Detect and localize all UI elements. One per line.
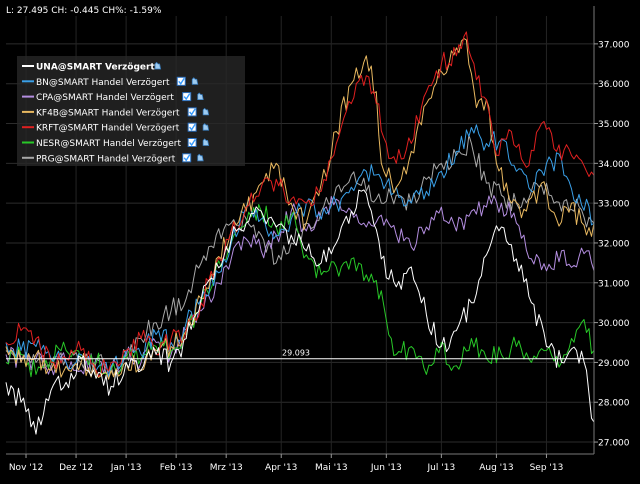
checkmark [178,77,185,86]
x-tick-label: Jul '13 [427,463,456,473]
x-axis: Nov '12 Dez '12 Jan '13 Feb '13 Mrz '13 Apr '… [6,453,594,473]
drag-hand-icon[interactable] [191,77,199,85]
checkmark [189,139,196,147]
legend-label: UNA@SMART Verzögert [36,63,155,73]
checkbox-icon[interactable] [187,107,197,117]
legend-item[interactable]: PRG@SMART Handel Verzögert [22,153,204,165]
y-tick-label: 29.000 [598,359,630,369]
legend: UNA@SMART Verzögert BN@SMART Handel Verzö… [17,56,245,166]
series-line-2 [5,195,595,378]
x-tick-label: Nov '12 [9,463,43,473]
legend-item[interactable]: CPA@SMART Handel Verzögert [22,92,204,104]
series-lines [5,31,595,435]
checkbox-icon[interactable] [182,153,192,163]
y-tick-label: 34.000 [598,160,630,170]
drag-hand-icon[interactable] [154,61,162,70]
legend-item[interactable]: KRFT@SMART Handel Verzögert [22,122,210,134]
drag-hand-shape [197,153,204,162]
y-tick-label: 27.000 [598,439,630,449]
series-line-1 [5,124,595,378]
legend-label: BN@SMART Handel Verzögert [36,78,170,88]
x-tick-label: Sep '13 [530,463,564,473]
drag-hand-shape [154,61,162,70]
checkbox-icon[interactable] [187,138,197,147]
header-info-text: L: 27.495 CH: -0.445 CH%: -1.59% [6,6,162,16]
checkbox-box [187,138,197,147]
checkbox-box [182,153,192,163]
legend-item[interactable]: UNA@SMART Verzögert [22,61,162,73]
legend-item[interactable]: NESR@SMART Handel Verzögert [22,138,210,150]
checkbox-icon[interactable] [187,122,197,132]
x-tick-label: Jun '13 [370,463,402,473]
legend-label: CPA@SMART Handel Verzögert [36,93,174,103]
drag-hand-shape [191,77,199,85]
legend-label: KF4B@SMART Handel Verzögert [36,108,180,118]
checkmark [183,154,191,162]
y-tick-label: 30.000 [598,319,630,329]
x-tick-label: Jan '13 [110,463,142,473]
y-tick-label: 36.000 [598,80,630,90]
x-tick-label: Mai '13 [315,463,348,473]
checkmark [189,123,196,131]
legend-item[interactable]: BN@SMART Handel Verzögert [22,76,199,88]
legend-label: KRFT@SMART Handel Verzögert [36,124,180,134]
y-tick-label: 33.000 [598,200,630,210]
y-axis: 27.000 28.000 29.000 30.000 31.000 32.000 33.0… [593,6,630,454]
y-tick-label: 35.000 [598,120,630,130]
y-tick-label: 28.000 [598,399,630,409]
series-line-0 [5,189,595,435]
legend-label: PRG@SMART Handel Verzögert [36,154,176,164]
checkbox-icon[interactable] [182,92,192,102]
drag-hand-icon[interactable] [197,153,204,162]
legend-label: NESR@SMART Handel Verzögert [36,139,181,149]
drag-hand-icon[interactable] [202,123,210,131]
y-tick-label: 31.000 [598,279,630,289]
checkmark [183,93,191,101]
checkbox-icon[interactable] [176,76,186,86]
drag-hand-icon[interactable] [202,107,210,116]
checkbox-box [187,122,197,132]
checkmark [189,108,196,116]
x-tick-label: Feb '13 [160,463,193,473]
checkbox-box [187,107,197,117]
x-tick-label: Dez '12 [59,463,93,473]
checkbox-box [182,92,192,102]
x-tick-label: Aug '13 [479,463,513,473]
checkbox-box [176,76,186,86]
drag-hand-shape [202,123,210,131]
reference-line-group: 29.093 [6,349,594,360]
legend-item[interactable]: KF4B@SMART Handel Verzögert [22,107,210,119]
drag-hand-shape [202,107,210,116]
series-line-4 [5,31,595,378]
x-tick-label: Mrz '13 [210,463,243,473]
drag-hand-shape [197,92,204,100]
drag-hand-icon[interactable] [202,138,210,146]
reference-line-label: 29.093 [282,349,310,358]
x-tick-label: Apr '13 [265,463,297,473]
y-tick-label: 32.000 [598,239,630,249]
series-line-3 [5,38,595,380]
drag-hand-shape [202,138,210,146]
y-tick-label: 37.000 [598,40,630,50]
drag-hand-icon[interactable] [197,92,204,100]
